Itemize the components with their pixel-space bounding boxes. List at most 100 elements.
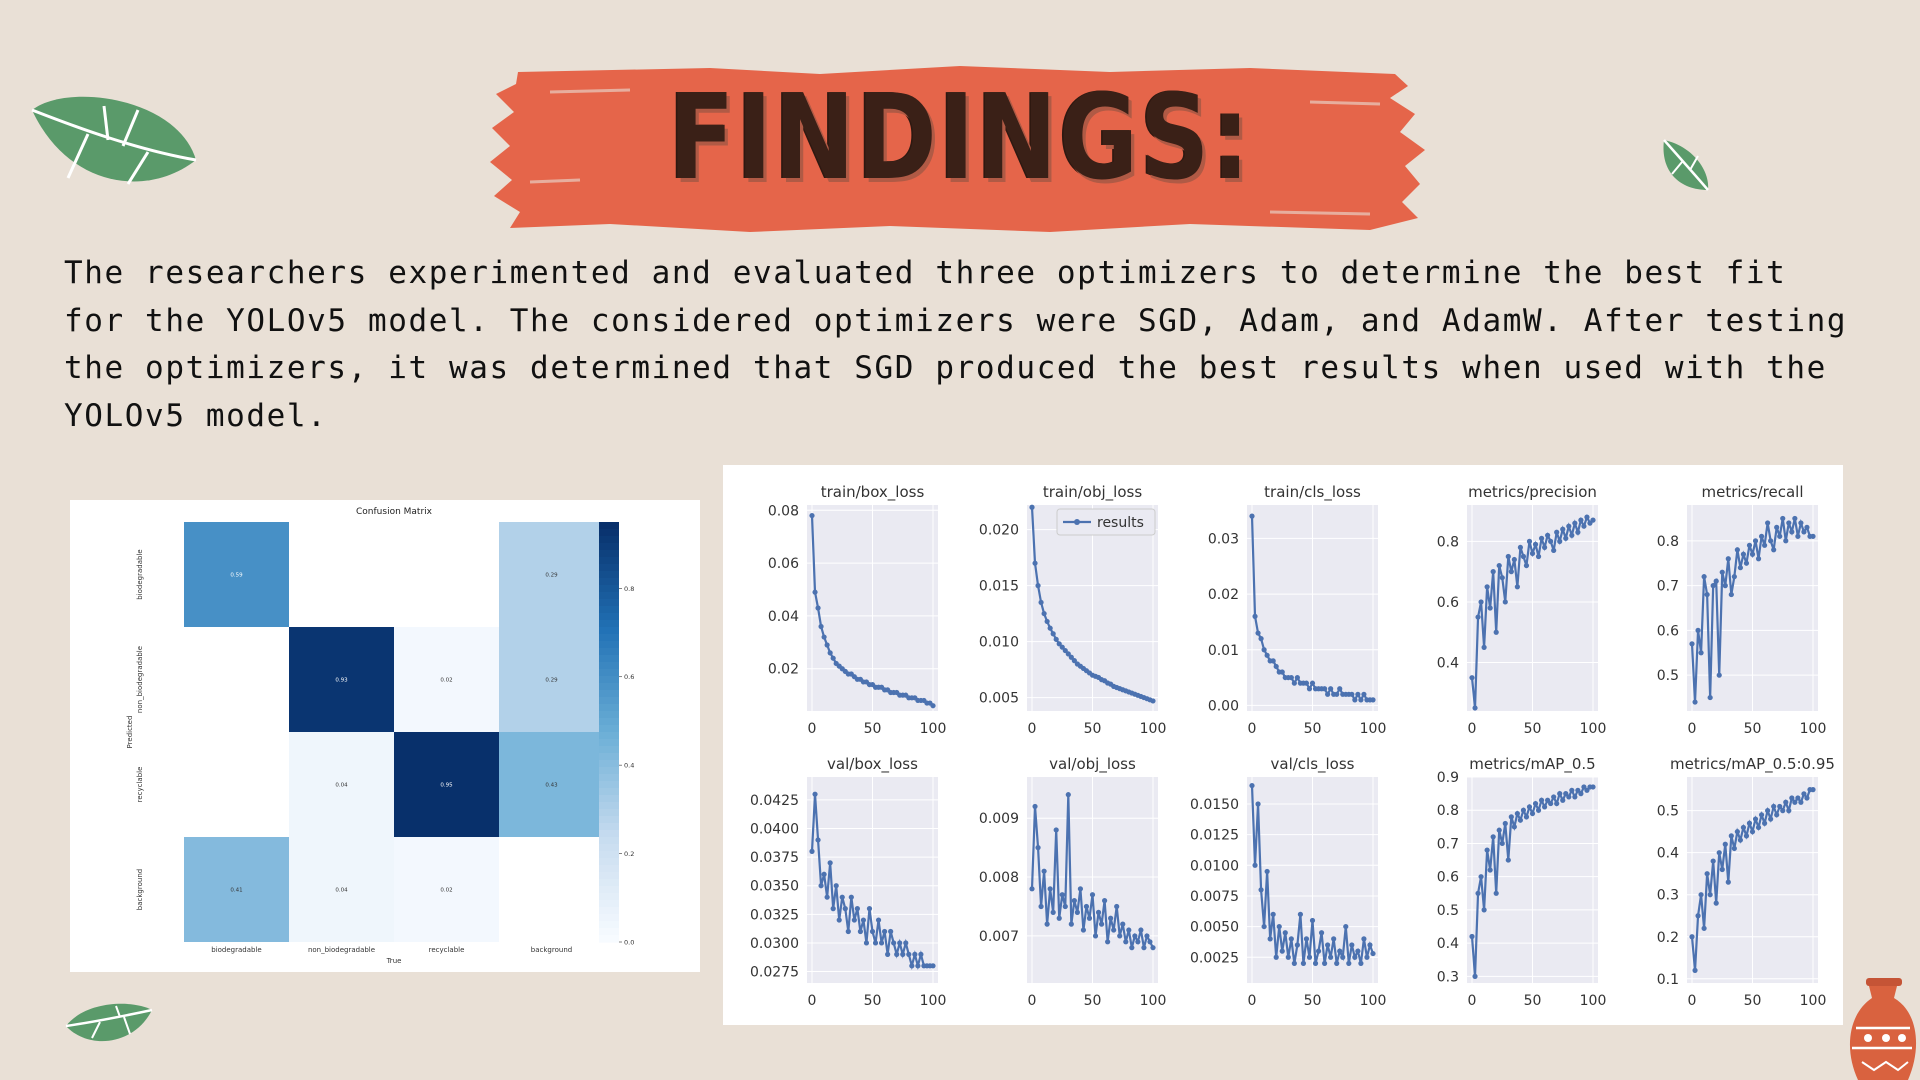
data-point xyxy=(1071,658,1077,664)
data-point xyxy=(1743,833,1750,839)
data-point xyxy=(1554,529,1560,535)
data-point xyxy=(1716,850,1722,856)
legend-box xyxy=(1056,508,1156,536)
colorbar-segment xyxy=(599,641,619,649)
data-point xyxy=(1545,532,1551,538)
data-point xyxy=(1783,799,1789,805)
data-point xyxy=(1141,945,1147,951)
colorbar-segment xyxy=(599,550,619,558)
title-banner: FINDINGS: xyxy=(490,62,1430,232)
data-point xyxy=(878,940,885,946)
cell-value-label: 0.04 xyxy=(335,783,348,789)
data-point xyxy=(1545,797,1551,803)
colorbar-segment xyxy=(599,774,619,782)
pottery-icon xyxy=(1849,978,1917,1080)
data-point xyxy=(1698,892,1704,898)
chart-title: Confusion Matrix xyxy=(356,507,433,517)
heatmap-cell xyxy=(289,627,394,732)
colorbar-segment xyxy=(599,718,619,726)
data-point xyxy=(1801,529,1807,535)
data-point xyxy=(1804,795,1810,801)
y-tick-label: 0.010 xyxy=(979,635,1019,651)
data-point xyxy=(1743,560,1750,566)
data-point xyxy=(812,589,818,595)
colorbar-segment xyxy=(599,676,619,684)
colorbar-segment xyxy=(599,872,619,880)
data-point xyxy=(1255,801,1261,807)
subplot-title: metrics/mAP_0.5:0.95 xyxy=(1670,755,1835,774)
data-point xyxy=(1294,674,1300,681)
data-point xyxy=(1294,942,1300,948)
results-panel: 0 50 100 0.02 0.04 0.06 0.08 train/box_loss 0 50 1… xyxy=(723,465,1843,1025)
legend-label: results xyxy=(1097,515,1144,531)
data-point xyxy=(1520,553,1527,560)
data-point xyxy=(1560,526,1566,532)
data-point xyxy=(888,928,894,935)
data-point xyxy=(1795,795,1801,801)
data-point xyxy=(1487,867,1493,873)
data-point xyxy=(906,951,912,957)
y-tick-label: background xyxy=(136,869,144,910)
heatmap-cell xyxy=(499,627,604,732)
data-point xyxy=(1114,903,1120,910)
y-tick-label: 0.0350 xyxy=(750,879,799,895)
data-point xyxy=(1578,791,1584,797)
colorbar-segment xyxy=(599,578,619,586)
data-point xyxy=(885,951,891,957)
data-point xyxy=(1352,697,1358,703)
leaf-icon-top-left xyxy=(31,96,197,185)
colorbar-segment xyxy=(599,592,619,600)
x-tick-label: 100 xyxy=(1800,993,1827,1009)
colorbar-segment xyxy=(599,571,619,579)
data-point xyxy=(1111,927,1117,933)
data-point xyxy=(1713,578,1719,584)
x-tick-label: 0 xyxy=(808,721,817,737)
x-tick-label: 100 xyxy=(920,721,947,737)
cell-value-label: 0.93 xyxy=(335,678,348,684)
data-point xyxy=(1590,517,1596,523)
x-tick-label: 50 xyxy=(1744,721,1762,737)
colorbar-segment xyxy=(599,760,619,768)
data-point xyxy=(1261,647,1267,653)
leaf-icon-top-right xyxy=(1663,139,1709,191)
data-point xyxy=(1740,551,1747,557)
data-point xyxy=(869,928,876,935)
data-point xyxy=(1337,686,1343,692)
heatmap-cell xyxy=(394,837,499,942)
x-tick-label: 50 xyxy=(1524,993,1542,1009)
data-point xyxy=(1572,520,1578,526)
confusion-matrix-panel: Confusion Matrix 0.59 0.29 0.93 0.02 0.29 0.04… xyxy=(70,500,700,972)
data-point xyxy=(1469,675,1475,681)
x-tick-label: 50 xyxy=(1524,721,1542,737)
x-tick-label: non_biodegradable xyxy=(308,946,375,954)
data-point xyxy=(1505,553,1511,560)
data-point xyxy=(1548,538,1554,544)
x-tick-label: 100 xyxy=(1360,993,1387,1009)
data-point xyxy=(1731,574,1737,580)
subplot-train-box-loss: 0 50 100 0.02 0.04 0.06 0.08 train/box_loss xyxy=(768,483,947,737)
y-tick-label: 0.020 xyxy=(979,523,1019,539)
data-point xyxy=(1755,824,1762,831)
y-tick-label: biodegradable xyxy=(136,549,144,599)
data-point xyxy=(1487,605,1493,611)
cell-value-label: 0.41 xyxy=(230,888,242,894)
data-point xyxy=(1581,784,1587,790)
x-tick-label: 0 xyxy=(1248,993,1257,1009)
data-point xyxy=(1695,913,1701,919)
data-point xyxy=(1695,627,1701,633)
data-point xyxy=(1532,800,1539,807)
colorbar-segment xyxy=(599,529,619,537)
x-tick-label: 0 xyxy=(1468,993,1477,1009)
subplot-metrics-precision: 0 50 100 0.4 0.6 0.8 metrics/precision xyxy=(1437,483,1607,737)
data-point xyxy=(1252,613,1258,619)
data-point xyxy=(1126,927,1132,933)
data-point xyxy=(1255,630,1261,636)
data-point xyxy=(1728,833,1734,839)
colorbar-segment xyxy=(599,893,619,901)
y-tick-label: 0.0375 xyxy=(750,850,799,866)
y-tick-label: 0.0100 xyxy=(1190,858,1239,874)
data-point xyxy=(1273,663,1279,670)
colorbar-segment xyxy=(599,830,619,838)
data-point xyxy=(1303,680,1310,686)
x-tick-label: 0 xyxy=(1468,721,1477,737)
